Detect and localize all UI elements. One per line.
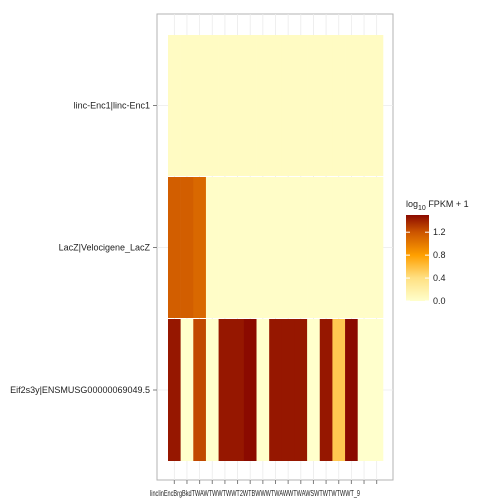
- heatmap-cell: [243, 177, 257, 318]
- heatmap-cell: [231, 319, 245, 461]
- heatmap-cell: [332, 319, 346, 461]
- x-axis-labels: linclinEncBrgBkdTWAWTWWTWWT2WTBWWWTWAWWT…: [150, 480, 378, 498]
- heatmap-cell: [345, 35, 359, 176]
- heatmap-cell: [357, 177, 371, 318]
- legend-tick-label: 0.8: [433, 250, 446, 260]
- legend-colorbar: [406, 215, 429, 301]
- legend-tick-label: 0.0: [433, 296, 446, 306]
- legend: log10 FPKM + 1 0.0 0.4 0.8 1.2: [406, 199, 469, 306]
- heatmap-cell: [256, 35, 270, 176]
- heatmap-cell: [168, 177, 181, 318]
- heatmap-cell: [193, 35, 207, 176]
- y-tick-label: linc-Enc1|linc-Enc1: [74, 101, 150, 111]
- heatmap-cells: [168, 35, 384, 461]
- legend-tick-label: 1.2: [433, 227, 446, 237]
- heatmap-cell: [281, 319, 295, 461]
- y-axis-labels: linc-Enc1|linc-Enc1 LacZ|Velocigene_LacZ E…: [10, 101, 157, 395]
- heatmap-cell: [205, 319, 219, 461]
- heatmap-cell: [269, 177, 283, 318]
- heatmap-cell: [193, 319, 207, 461]
- heatmap-cell: [281, 35, 295, 176]
- heatmap-cell: [193, 177, 207, 318]
- heatmap-cell: [370, 319, 384, 461]
- heatmap-cell: [256, 177, 270, 318]
- heatmap-cell: [180, 319, 194, 461]
- heatmap-cell: [357, 319, 371, 461]
- heatmap-cell: [294, 35, 308, 176]
- heatmap-cell: [307, 177, 321, 318]
- heatmap-cell: [319, 35, 333, 176]
- heatmap-cell: [218, 177, 232, 318]
- heatmap-cell: [269, 319, 283, 461]
- heatmap-cell: [205, 177, 219, 318]
- legend-tick-label: 0.4: [433, 273, 446, 283]
- heatmap-cell: [307, 35, 321, 176]
- heatmap-cell: [180, 35, 194, 176]
- heatmap-cell: [332, 35, 346, 176]
- heatmap-cell: [269, 35, 283, 176]
- legend-title: log10 FPKM + 1: [406, 199, 469, 212]
- heatmap-cell: [370, 35, 384, 176]
- x-tick-labels-overlapping: linclinEncBrgBkdTWAWTWWTWWT2WTBWWWTWAWWT…: [150, 489, 360, 498]
- y-tick-label: Eif2s3y|ENSMUSG00000069049.5: [10, 385, 150, 395]
- heatmap-cell: [332, 177, 346, 318]
- heatmap-cell: [281, 177, 295, 318]
- heatmap-cell: [319, 177, 333, 318]
- heatmap-cell: [243, 319, 257, 461]
- heatmap-cell: [345, 319, 359, 461]
- heatmap-cell: [345, 177, 359, 318]
- heatmap-cell: [370, 177, 384, 318]
- heatmap-cell: [294, 177, 308, 318]
- heatmap-cell: [231, 35, 245, 176]
- heatmap-cell: [218, 319, 232, 461]
- heatmap-cell: [357, 35, 371, 176]
- heatmap-cell: [231, 177, 245, 318]
- heatmap-cell: [168, 319, 181, 461]
- y-tick-label: LacZ|Velocigene_LacZ: [59, 243, 151, 253]
- heatmap-cell: [218, 35, 232, 176]
- heatmap-cell: [205, 35, 219, 176]
- heatmap-cell: [294, 319, 308, 461]
- heatmap-cell: [168, 35, 181, 176]
- heatmap-cell: [319, 319, 333, 461]
- heatmap-cell: [307, 319, 321, 461]
- heatmap-cell: [180, 177, 194, 318]
- heatmap-cell: [243, 35, 257, 176]
- heatmap-cell: [256, 319, 270, 461]
